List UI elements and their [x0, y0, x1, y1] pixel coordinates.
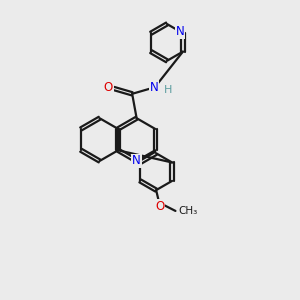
- Text: N: N: [132, 154, 141, 167]
- Text: N: N: [176, 25, 184, 38]
- Text: CH₃: CH₃: [178, 206, 198, 216]
- Text: O: O: [104, 81, 113, 94]
- Text: N: N: [150, 81, 158, 94]
- Text: O: O: [155, 200, 164, 213]
- Text: H: H: [164, 85, 172, 95]
